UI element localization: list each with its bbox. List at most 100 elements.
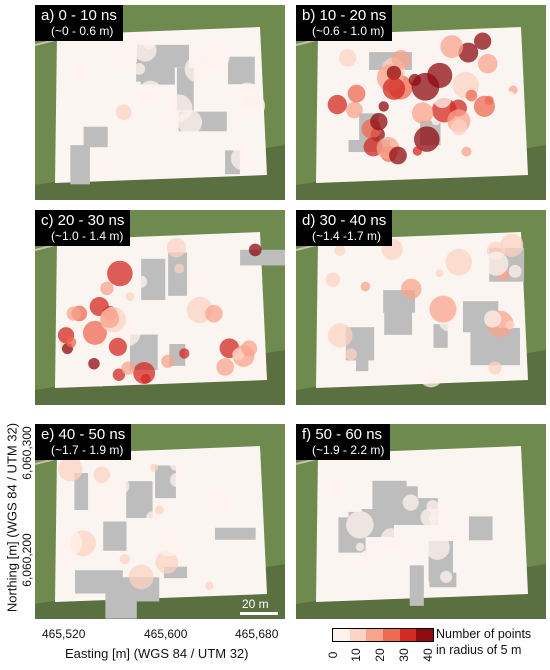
density-blob [433, 90, 452, 109]
map-panel-a: a) 0 - 10 ns (~0 - 0.6 m) [35, 5, 285, 200]
no-data-patch [103, 521, 127, 551]
density-blob [166, 238, 187, 258]
density-blob [391, 49, 411, 69]
density-blob [138, 80, 163, 105]
density-blob [66, 306, 81, 321]
density-blob [435, 269, 444, 278]
density-blob [338, 49, 357, 67]
legend-segment [383, 629, 400, 641]
density-blob [179, 348, 190, 359]
density-blob [56, 530, 83, 556]
density-blob [358, 550, 376, 567]
density-blob [230, 146, 256, 171]
density-blob [448, 528, 461, 541]
density-blob [346, 511, 374, 539]
no-data-patch [468, 516, 493, 541]
legend-title-2: in radius of 5 m [436, 643, 522, 657]
density-blob [112, 368, 126, 381]
density-blob [346, 101, 363, 119]
density-blob [169, 472, 185, 488]
density-blob [425, 535, 450, 560]
legend-segment [366, 629, 383, 641]
density-blob [505, 320, 515, 330]
no-data-patch [384, 311, 413, 335]
map-a-canvas [35, 5, 285, 200]
y-axis-label: Northing [m] (WGS 84 / UTM 32) [4, 422, 20, 613]
density-blob [88, 357, 100, 370]
density-blob [119, 554, 130, 565]
density-blob [216, 358, 234, 376]
survey-area [55, 446, 267, 602]
density-blob [128, 564, 154, 590]
density-blob [508, 264, 522, 278]
density-blob [58, 457, 83, 482]
map-panel-b: b) 10 - 20 ns (~0.6 - 1.0 m) [296, 5, 546, 200]
density-blob [115, 54, 131, 70]
density-blob [232, 348, 245, 361]
panel-f-depth: (~1.9 - 2.2 m) [312, 443, 385, 457]
density-blob [208, 488, 232, 512]
x-tick-465600: 465,600 [144, 627, 188, 641]
density-blob [155, 528, 183, 557]
density-blob [205, 581, 214, 590]
density-blob [115, 104, 132, 121]
density-blob [412, 146, 423, 156]
density-blob [370, 112, 388, 131]
density-blob [461, 146, 472, 157]
density-blob [440, 35, 464, 58]
density-blob [60, 556, 73, 569]
density-blob [241, 93, 266, 118]
density-blob [418, 362, 444, 388]
density-blob [99, 166, 111, 177]
density-blob [65, 336, 77, 348]
density-blob [484, 251, 509, 276]
density-blob [445, 248, 473, 276]
density-blob [93, 466, 111, 484]
panel-c-title: c) 20 - 30 ns [41, 212, 125, 229]
density-blob [334, 244, 346, 256]
density-blob [465, 89, 478, 102]
density-blob [382, 77, 406, 100]
density-blob [174, 263, 185, 274]
survey-area [55, 232, 267, 388]
legend-tick-30: 30 [397, 648, 411, 662]
density-blob [402, 494, 419, 511]
panel-b-depth: (~0.6 - 1.0 m) [312, 24, 385, 38]
density-blob [161, 354, 175, 368]
density-blob [327, 94, 347, 115]
density-blob [345, 348, 357, 361]
density-blob [82, 320, 107, 345]
map-c-canvas [35, 210, 285, 405]
density-blob [146, 511, 158, 524]
density-blob [108, 337, 127, 356]
density-blob [91, 488, 118, 515]
density-blob [113, 477, 130, 495]
density-blob [400, 278, 422, 300]
panel-a-depth: (~0 - 0.6 m) [51, 24, 114, 38]
density-blob [411, 72, 440, 101]
density-blob [402, 545, 414, 557]
scale-bar: 20 m [238, 597, 280, 617]
no-data-patch [70, 145, 90, 185]
no-data-patch [83, 126, 108, 148]
no-data-patch [240, 249, 285, 266]
density-blob [473, 95, 495, 117]
no-data-patch [140, 62, 175, 85]
no-data-patch [214, 527, 256, 540]
scale-bar-text: 20 m [242, 597, 269, 611]
panel-d-depth: (~1.4 -1.7 m) [312, 229, 382, 243]
density-blob [378, 101, 389, 112]
density-blob [389, 146, 407, 165]
panel-c-label: c) 20 - 30 ns (~1.0 - 1.4 m) [35, 210, 131, 246]
no-data-patch [74, 473, 89, 510]
density-blob [154, 505, 164, 515]
panel-e-label: e) 40 - 50 ns (~1.7 - 1.9 m) [35, 424, 132, 460]
density-blob [380, 528, 402, 550]
legend-tick-20: 20 [373, 648, 387, 662]
x-tick-465680: 465,680 [235, 627, 279, 641]
x-tick-465520: 465,520 [42, 627, 86, 641]
density-blob [177, 110, 203, 135]
density-blob [205, 304, 223, 323]
panel-f-title: f) 50 - 60 ns [302, 426, 383, 443]
density-blob [135, 240, 146, 252]
